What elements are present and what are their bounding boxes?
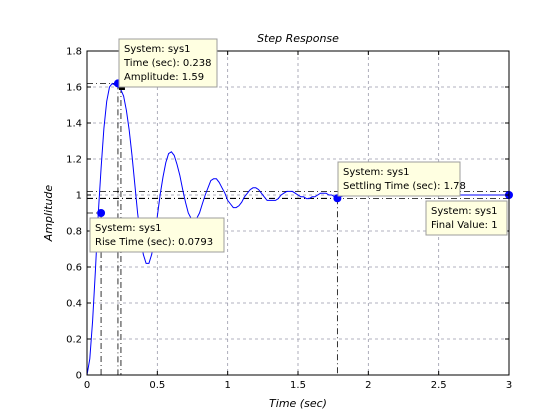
x-tick-label: 2: [365, 380, 371, 391]
x-tick-label: 1.5: [290, 380, 306, 391]
y-tick-label: 1.2: [66, 155, 82, 166]
datatip-box: [337, 161, 461, 197]
x-tick-label: 0: [84, 380, 90, 391]
datatip-box: [89, 217, 225, 253]
datatip-text: System: sys1: [124, 44, 191, 55]
rise-marker[interactable]: [97, 209, 106, 217]
datatip-text: System: sys1: [431, 206, 498, 217]
y-tick-label: 0.2: [66, 335, 82, 346]
y-tick-label: 1.6: [66, 83, 82, 94]
datatip-peak[interactable]: System: sys1 Time (sec): 0.238 Amplitude: …: [118, 38, 218, 88]
datatip-text: System: sys1: [95, 223, 162, 234]
axis-ticks: 0 0.5 1 1.5 2 2.5 3 0 0.2 0.4 0.6 0.8 1 1.2 1.4 1.6 1.8: [66, 47, 512, 392]
datatip-text: System: sys1: [343, 167, 410, 178]
datatip-text: Time (sec): 0.238: [123, 58, 212, 69]
datatip-box: [118, 38, 218, 88]
datatip-text: Amplitude: 1.59: [124, 72, 204, 83]
series-layer: [86, 82, 509, 376]
y-tick-label: 1.8: [66, 47, 82, 58]
series-line-sys1: [86, 82, 509, 376]
y-tick-label: 0.8: [66, 227, 82, 238]
data-tips[interactable]: System: sys1 Time (sec): 0.238 Amplitude: …: [89, 38, 508, 253]
datatip-box: [425, 200, 508, 236]
chart-title: Step Response: [257, 32, 339, 45]
y-tick-label: 0.4: [66, 299, 82, 310]
y-tick-label: 0: [76, 371, 82, 382]
y-tick-label: 0.6: [66, 263, 82, 274]
y-tick-label: 1.4: [66, 119, 82, 130]
x-axis-label: Time (sec): [269, 397, 327, 410]
x-tick-label: 3: [506, 380, 512, 391]
datatip-text: Rise Time (sec): 0.0793: [95, 237, 213, 248]
datatip-settling[interactable]: System: sys1 Settling Time (sec): 1.78: [337, 161, 466, 197]
datatip-rise[interactable]: System: sys1 Rise Time (sec): 0.0793: [89, 217, 225, 253]
datatip-text: Final Value: 1: [431, 220, 498, 231]
y-axis-label: Amplitude: [42, 185, 55, 243]
x-tick-label: 0.5: [149, 380, 165, 391]
x-tick-label: 1: [224, 380, 230, 391]
y-tick-label: 1: [76, 191, 82, 202]
datatip-text: Settling Time (sec): 1.78: [343, 181, 466, 192]
datatip-final[interactable]: System: sys1 Final Value: 1: [425, 200, 508, 236]
x-tick-label: 2.5: [431, 380, 447, 391]
